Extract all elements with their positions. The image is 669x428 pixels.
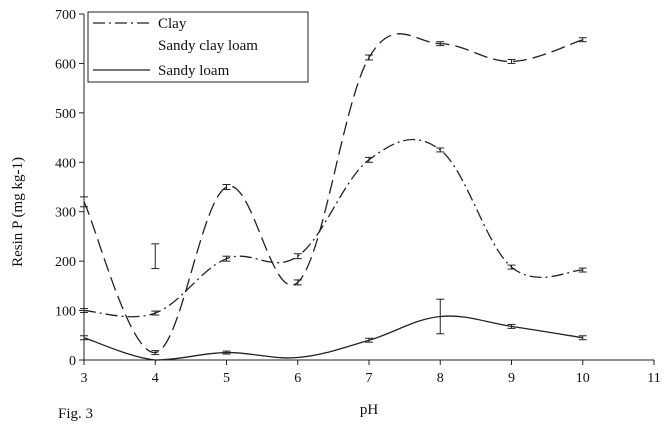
y-tick-label: 400 [55,156,76,171]
error-bar-clay [578,267,587,273]
annotation-error-bar [151,243,160,270]
y-tick-label: 200 [55,255,76,270]
y-axis-title: Resin P (mg kg-1) [10,157,26,267]
legend-label-sandy-clay-loam: Sandy clay loam [158,38,258,54]
x-tick-label: 11 [647,371,660,386]
error-bar-sandy-loam [578,335,587,341]
x-tick-label: 9 [508,371,515,386]
x-tick-label: 10 [576,371,590,386]
error-bar-sandy-loam [436,298,445,335]
x-tick-label: 6 [294,371,301,386]
figure-label: Fig. 3 [58,406,94,422]
series-line-sandy-clay-loam [83,33,583,354]
error-bar-sandy-loam [507,323,516,329]
y-tick-label: 100 [55,305,76,320]
x-tick-label: 5 [223,371,230,386]
y-tick-label: 500 [55,107,76,122]
error-bar-clay [436,147,445,153]
series-line-sandy-loam [83,315,583,361]
error-bar-sandy-clay-loam [293,279,302,286]
error-bar-sandy-clay-loam [365,54,373,61]
error-bar-clay [293,253,302,260]
legend-label-clay: Clay [158,16,187,32]
series-layer [80,33,587,361]
error-bar-sandy-loam [80,335,88,341]
error-bar-clay [365,156,373,163]
error-bar-sandy-clay-loam [436,41,445,47]
x-tick-label: 4 [152,371,159,386]
y-tick-label: 0 [69,354,76,369]
x-tick-label: 3 [81,371,88,386]
error-bar-sandy-clay-loam [578,37,587,43]
legend: Clay Sandy clay loam Sandy loam [87,11,309,83]
y-tick-label: 700 [55,8,76,23]
y-tick-label: 600 [55,57,76,72]
x-tick-label: 7 [366,371,373,386]
series-line-clay [83,138,583,318]
error-bar-sandy-clay-loam [222,184,231,190]
error-bar-sandy-loam [222,350,231,355]
error-bar-sandy-loam [365,337,373,343]
error-bar-sandy-clay-loam [80,196,88,208]
axes: 0 100 200 300 400 500 600 700 3 4 5 6 7 8 9 10 11 [55,8,661,386]
error-bar-sandy-clay-loam [507,58,516,64]
x-axis-title: pH [360,402,379,418]
error-bar-clay [507,264,516,270]
x-tick-label: 8 [437,371,444,386]
error-bar-clay [80,308,88,314]
y-tick-label: 300 [55,206,76,221]
error-bar-clay [151,310,160,316]
error-bar-clay [222,255,231,262]
error-bar-sandy-clay-loam [151,350,160,356]
legend-label-sandy-loam: Sandy loam [158,63,230,79]
